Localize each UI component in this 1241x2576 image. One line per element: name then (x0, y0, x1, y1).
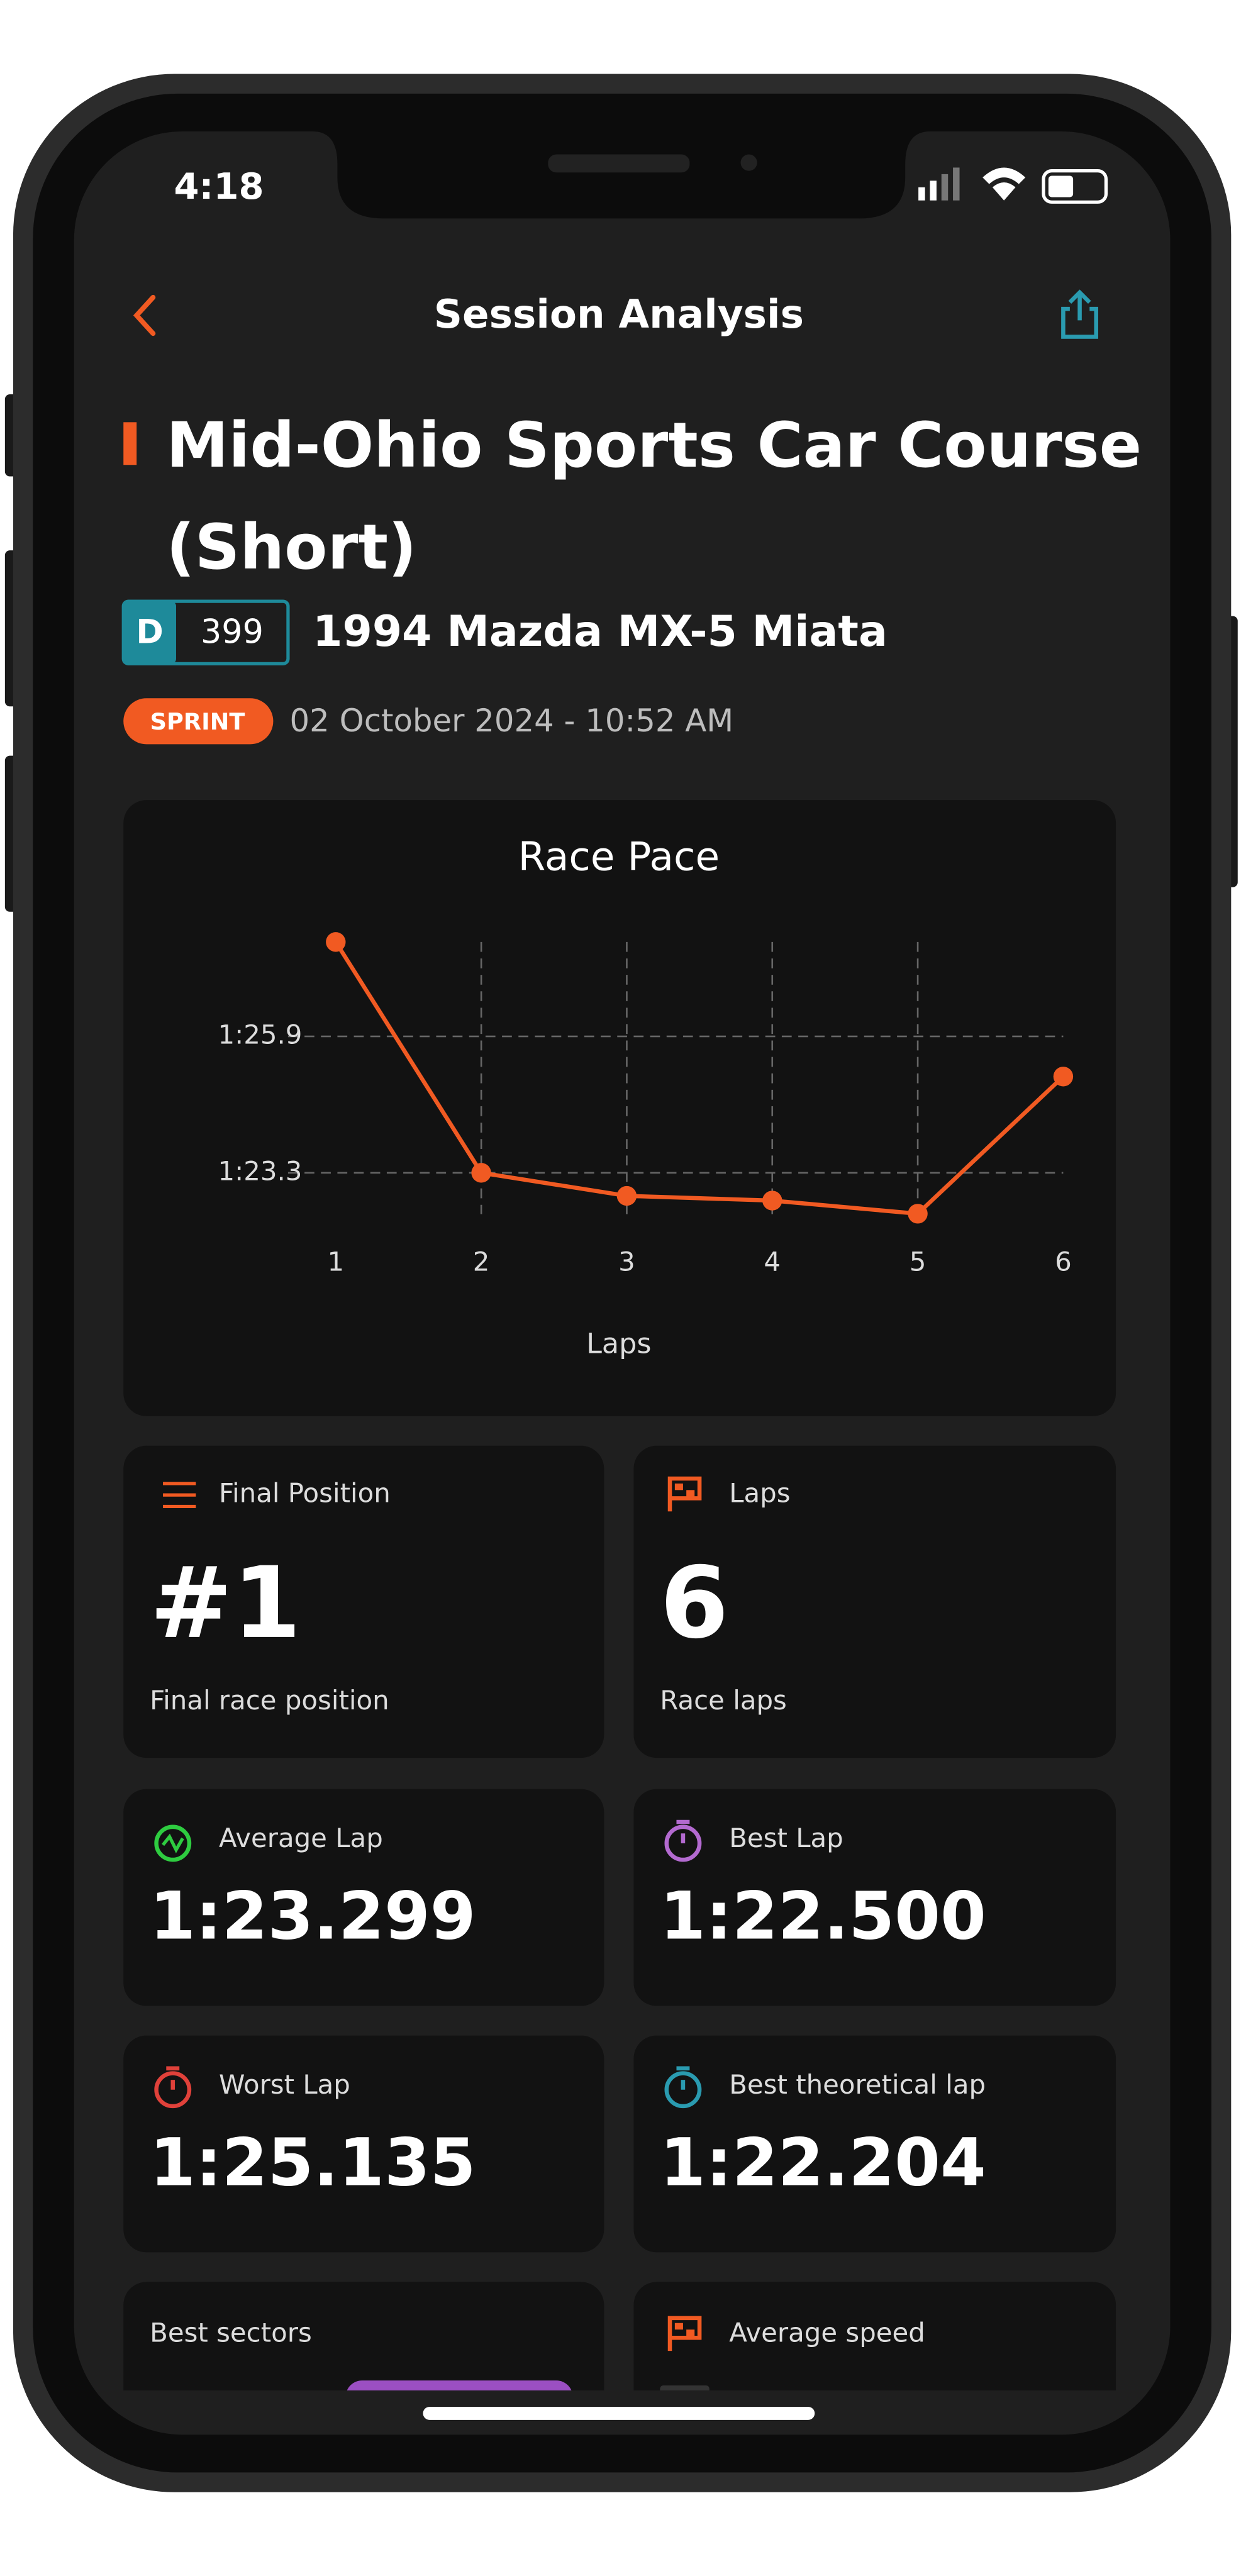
session-type: SPRINT (150, 708, 245, 735)
stat-caption: Final race position (150, 1685, 389, 1716)
back-button[interactable] (133, 294, 156, 336)
stat-icon (154, 1824, 192, 1862)
share-button[interactable] (1061, 289, 1099, 339)
stat-icon (162, 1833, 184, 1853)
stat-card-bg (633, 1789, 1116, 2006)
stat-card: Best theoretical lap 1:22.204 (633, 2035, 1116, 2253)
home-indicator (423, 2406, 815, 2420)
stat-value: #1 (150, 1545, 301, 1660)
y-tick-label: 1:25.9 (218, 1019, 302, 1050)
stat-icon (154, 2071, 192, 2109)
signal-bar (941, 174, 949, 201)
stat-label: Best sectors (150, 2318, 312, 2348)
data-point (616, 1185, 637, 1206)
session-date: 02 October 2024 - 10:52 AM (290, 702, 734, 739)
stat-label: Average speed (729, 2318, 925, 2348)
speed-placeholder (660, 2385, 710, 2390)
data-point (908, 1204, 928, 1224)
stat-card-bg (633, 2035, 1116, 2253)
sector-bar (347, 2380, 572, 2390)
stat-icon (674, 1483, 683, 1491)
data-point (762, 1191, 782, 1211)
stat-icon (674, 2323, 683, 2330)
stat-value: 1:25.135 (150, 2124, 476, 2201)
stat-card: Average Lap 1:23.299 (123, 1789, 604, 2006)
signal-bar (953, 167, 960, 201)
stat-icon (667, 1476, 702, 1512)
data-point (471, 1163, 491, 1183)
stat-card: Best sectors (123, 2282, 604, 2390)
stat-label: Laps (729, 1478, 790, 1509)
class-letter: D (136, 613, 163, 651)
signal-bar (918, 187, 925, 201)
stat-card-bg (123, 2035, 604, 2253)
stat-icon (676, 2066, 690, 2090)
stat-card: Final Position #1 Final race position (123, 1445, 604, 1758)
class-badge-letter-bg (123, 601, 176, 664)
stat-card: Worst Lap 1:25.135 (123, 2035, 604, 2253)
x-tick-label: 3 (618, 1246, 635, 1277)
series-line (334, 941, 1065, 1216)
stat-card: Laps 6 Race laps (633, 1445, 1116, 1758)
chart: 1:25.9 1:23.3 1 2 3 4 5 6 (218, 932, 1074, 1277)
stat-icon (676, 1819, 690, 1843)
stat-card-bg (123, 2282, 604, 2390)
status-time: 4:18 (174, 165, 264, 208)
chart-card (123, 800, 1116, 1416)
stat-label: Best theoretical lap (729, 2069, 986, 2100)
accent-bar (123, 422, 137, 465)
stat-icon (664, 2071, 702, 2109)
track-title-box: Mid-Ohio Sports Car Course (Short) (166, 409, 1142, 584)
stat-card-bg (633, 2282, 1116, 2390)
share-box (1061, 306, 1099, 339)
stat-label: Final Position (219, 1478, 391, 1509)
x-tick-label: 4 (764, 1246, 781, 1277)
stat-icon (667, 2316, 702, 2351)
stat-icon (166, 2066, 180, 2090)
x-axis-label: Laps (586, 1328, 651, 1360)
stat-label: Best Lap (729, 1823, 843, 1853)
data-point (1053, 1067, 1074, 1087)
stat-icon (686, 2329, 695, 2336)
stat-label: Worst Lap (219, 2069, 350, 2100)
session-type-pill (123, 698, 274, 745)
stat-caption: Race laps (660, 1685, 787, 1716)
stats-grid: Final Position #1 Final race position Laps 6… (123, 1445, 1116, 2390)
x-tick-label: 5 (910, 1246, 927, 1277)
stat-card-bg (123, 1445, 604, 1758)
car-name: 1994 Mazda MX-5 Miata (313, 607, 888, 657)
stat-icon (686, 1490, 695, 1497)
y-tick-label: 1:23.3 (218, 1155, 302, 1186)
battery (1042, 169, 1108, 204)
stat-icon (664, 1824, 702, 1862)
camera (740, 154, 757, 171)
data-point (326, 932, 346, 952)
stat-value: 1:22.204 (660, 2124, 986, 2201)
notch (313, 131, 930, 219)
class-number: 399 (201, 613, 264, 651)
track-title: Mid-Ohio Sports Car Course (Short) (166, 409, 1142, 584)
battery-level (1048, 175, 1074, 197)
speaker (548, 154, 690, 173)
x-tick-label: 6 (1055, 1246, 1072, 1277)
x-tick-label: 2 (473, 1246, 490, 1277)
nav-title: Session Analysis (434, 291, 804, 337)
stat-card-bg (123, 1789, 604, 2006)
signal-bar (930, 180, 937, 201)
stat-card-bg (633, 1445, 1116, 1758)
stat-value: 6 (660, 1545, 728, 1660)
share-arrow (1068, 289, 1091, 321)
stat-card: Best Lap 1:22.500 (633, 1789, 1116, 2006)
stat-card: Average speed (633, 2282, 1116, 2390)
stat-label: Average Lap (219, 1823, 383, 1853)
status-icons (918, 167, 1108, 204)
x-tick-label: 1 (327, 1246, 344, 1277)
chart-title: Race Pace (518, 833, 720, 879)
stat-value: 1:23.299 (150, 1878, 476, 1955)
stat-value: 1:22.500 (660, 1878, 986, 1955)
wifi-icon (982, 167, 1026, 201)
